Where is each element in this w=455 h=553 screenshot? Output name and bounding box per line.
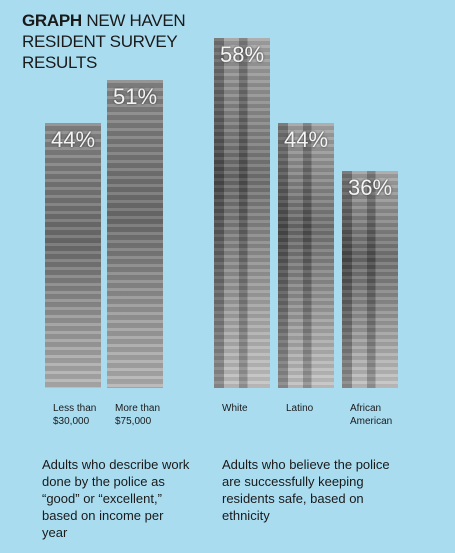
caption: Adults who believe the police are succes… xyxy=(222,457,390,523)
caption: Adults who describe work done by the pol… xyxy=(42,457,190,540)
category-label: White xyxy=(222,403,248,414)
title: GRAPH NEW HAVEN RESIDENT SURVEY RESULTS xyxy=(22,10,222,73)
value-label: 51% xyxy=(112,84,158,110)
bar xyxy=(342,170,398,388)
category-label: African American xyxy=(350,403,393,427)
bar xyxy=(278,122,334,388)
category-label: Less than $30,000 xyxy=(53,403,97,427)
bar xyxy=(214,38,270,388)
bar xyxy=(107,80,163,388)
category-label: More than $75,000 xyxy=(115,403,161,427)
value-label: 36% xyxy=(347,174,393,200)
category-label: Latino xyxy=(286,403,314,414)
value-label: 58% xyxy=(219,42,265,68)
value-label: 44% xyxy=(283,126,329,152)
value-label: 44% xyxy=(50,126,96,152)
title-bold: GRAPH xyxy=(22,11,82,30)
bar xyxy=(45,122,101,388)
title-text: NEW HAVEN RESIDENT SURVEY RESULTS xyxy=(22,11,186,72)
